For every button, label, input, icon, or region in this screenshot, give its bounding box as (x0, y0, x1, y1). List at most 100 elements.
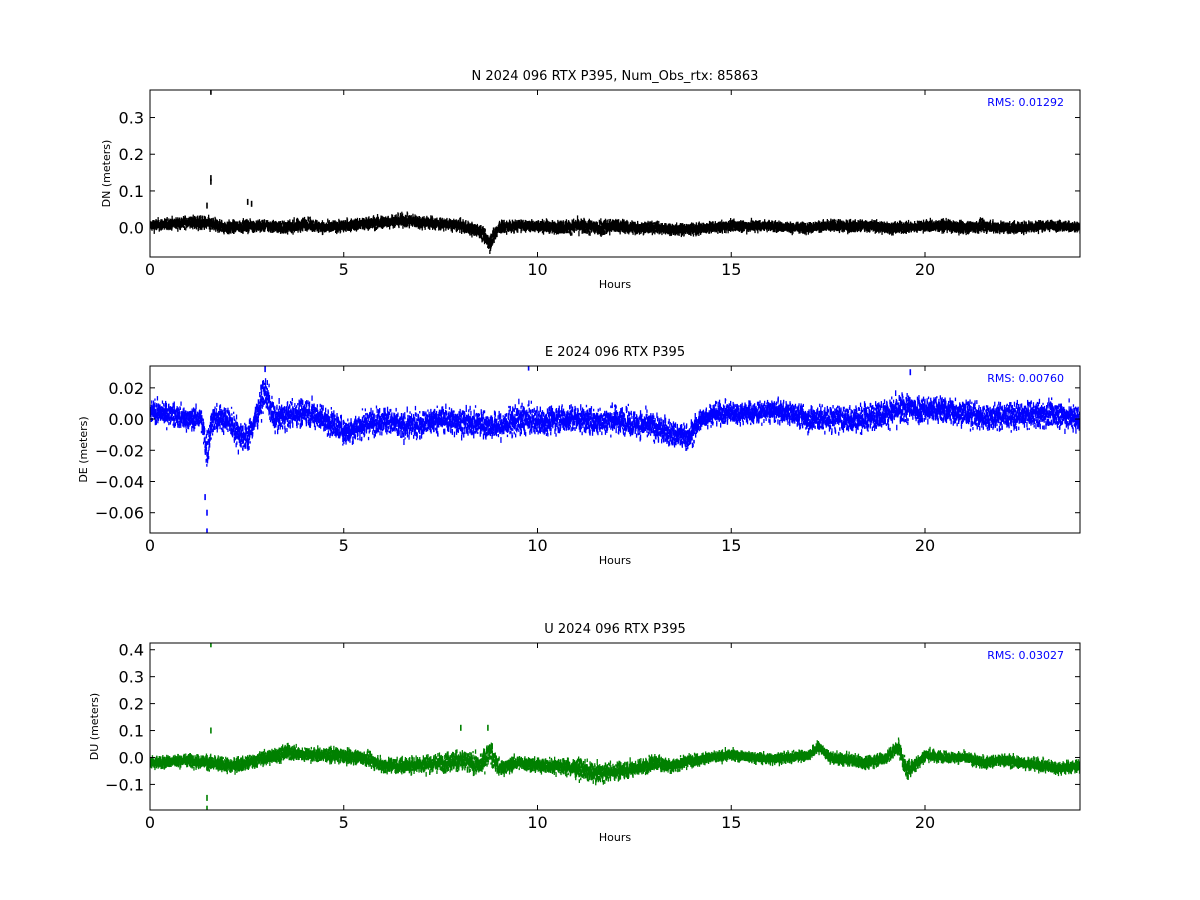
data-point (463, 222, 465, 228)
data-point (199, 216, 201, 223)
data-point (194, 217, 196, 223)
data-point (708, 226, 710, 230)
data-point (410, 215, 412, 220)
data-point (475, 231, 477, 234)
data-point (216, 227, 218, 230)
data-point (461, 221, 463, 224)
data-point (181, 218, 183, 222)
data-point (490, 245, 492, 249)
data-point (511, 227, 513, 231)
data-point (400, 216, 402, 221)
data-point (445, 226, 447, 231)
data-point (222, 225, 224, 228)
data-point (658, 220, 660, 225)
data-point (484, 231, 486, 235)
data-point (600, 218, 602, 225)
data-point (233, 219, 235, 224)
data-point (479, 232, 481, 239)
data-point (177, 217, 179, 220)
data-point (291, 228, 293, 231)
data-point (541, 231, 544, 234)
data-point (427, 218, 429, 224)
data-point (630, 226, 632, 232)
data-point (735, 222, 737, 226)
data-point (416, 216, 419, 220)
data-point (479, 229, 482, 233)
data-point (717, 226, 719, 231)
data-point (439, 222, 441, 227)
data-point (417, 220, 419, 226)
data-point (375, 222, 378, 226)
data-point (404, 219, 406, 223)
data-point (617, 221, 619, 227)
data-point (368, 219, 370, 223)
data-point (601, 230, 603, 236)
data-point (372, 215, 375, 220)
data-point (419, 224, 421, 230)
data-point (236, 221, 238, 226)
data-point (185, 227, 187, 231)
data-point (555, 229, 558, 233)
data-point (609, 229, 611, 236)
data-point (527, 222, 529, 227)
data-point (208, 224, 210, 230)
data-point (198, 217, 200, 223)
data-point (540, 221, 542, 224)
data-point (552, 226, 554, 231)
data-point (365, 222, 367, 229)
data-point (576, 215, 579, 222)
data-point (356, 221, 358, 226)
data-point (571, 232, 573, 236)
data-point (424, 219, 426, 224)
data-point (243, 227, 245, 232)
data-point (573, 218, 575, 222)
data-point (502, 229, 504, 232)
data-point (566, 222, 568, 227)
data-point (541, 225, 543, 231)
data-point (287, 229, 289, 232)
data-point (676, 222, 678, 228)
data-point (244, 222, 246, 228)
data-point (528, 227, 531, 231)
data-point (453, 224, 456, 229)
data-point (153, 226, 155, 230)
data-point (644, 229, 646, 233)
data-point (566, 228, 569, 233)
data-point (305, 223, 307, 228)
data-point (619, 228, 621, 235)
data-point (565, 219, 568, 224)
data-point (501, 229, 503, 234)
data-point (606, 219, 608, 226)
data-point (217, 220, 219, 223)
data-point (351, 219, 353, 223)
data-point (435, 218, 437, 222)
data-point (195, 223, 197, 228)
data-point (247, 223, 249, 228)
data-point (219, 219, 221, 225)
data-point (503, 229, 505, 233)
data-point (242, 218, 244, 221)
data-point (404, 217, 406, 222)
data-point (356, 217, 359, 224)
data-point (687, 224, 690, 227)
data-point (209, 218, 211, 221)
data-point (459, 227, 461, 233)
data-point (612, 226, 614, 231)
data-point (267, 221, 269, 225)
data-point (574, 225, 576, 231)
data-point (473, 227, 476, 230)
data-point (560, 230, 563, 234)
data-point (303, 222, 305, 225)
data-point (197, 218, 199, 224)
data-point (522, 219, 524, 225)
data-point (345, 220, 347, 224)
data-point (244, 228, 246, 232)
data-point (718, 225, 720, 228)
data-point (350, 226, 352, 233)
data-point (179, 217, 181, 223)
data-point (673, 225, 676, 228)
data-point (429, 225, 431, 230)
data-point (228, 229, 230, 235)
data-point (190, 217, 192, 220)
data-point (598, 231, 600, 234)
